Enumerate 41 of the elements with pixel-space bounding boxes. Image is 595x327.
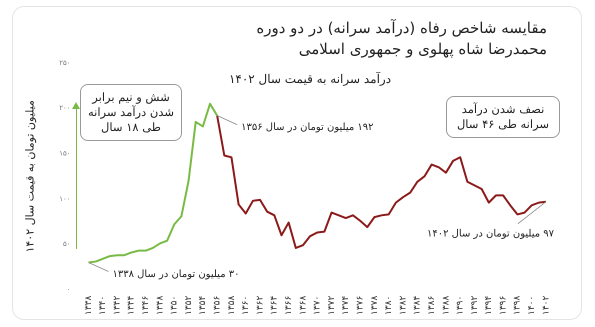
x-tick-label: ۱۳۵۲ xyxy=(184,296,194,316)
annotation: ۱۹۲ میلیون تومان در سال ۱۳۵۶ xyxy=(241,122,374,134)
x-tick-label: ۱۳۶۶ xyxy=(284,296,294,316)
x-tick-label: ۱۴۰۰ xyxy=(527,296,538,316)
x-tick-label: ۱۳۸۲ xyxy=(398,296,408,316)
x-tick-label: ۱۳۳۸ xyxy=(84,296,94,316)
x-tick-label: ۱۳۹۴ xyxy=(484,296,494,316)
x-tick-label: ۱۳۷۸ xyxy=(370,296,380,316)
x-tick-label: ۱۳۴۴ xyxy=(126,296,137,316)
chart-title: مقایسه شاخص رفاه (درآمد سرانه) در دو دوره محمدرضا شاه پهلوی و جمهوری اسلامی xyxy=(255,18,547,60)
x-tick-label: ۱۳۸۸ xyxy=(441,296,452,316)
x-tick-label: ۱۳۵۶ xyxy=(212,296,222,316)
annotation: ۹۷ میلیون تومان در سال ۱۴۰۲ xyxy=(426,228,555,240)
x-tick-label: ۱۳۴۸ xyxy=(155,296,166,316)
x-tick-label: ۱۳۷۰ xyxy=(312,296,323,316)
x-tick-label: ۱۳۹۰ xyxy=(456,296,466,316)
speech-bubble: نصف شدن درآمد سرانه طی ۴۶ سال xyxy=(446,96,560,138)
x-tick-label: ۱۳۵۴ xyxy=(198,296,208,316)
annotation: ۳۰ میلیون تومان در سال ۱۳۳۸ xyxy=(112,269,240,280)
x-tick-label: ۱۳۸۴ xyxy=(412,296,423,316)
x-tick-label: ۱۳۸۰ xyxy=(384,296,394,316)
x-tick-label: ۱۳۴۶ xyxy=(141,296,152,316)
x-tick-label: ۱۳۷۶ xyxy=(355,296,366,316)
x-tick-label: ۱۳۶۴ xyxy=(270,296,280,316)
speech-bubble: شش و نیم برابر شدن درآمد سرانه طی ۱۸ سال xyxy=(80,84,182,141)
x-tick-label: ۱۳۹۶ xyxy=(498,296,508,316)
x-tick-label: ۱۳۶۸ xyxy=(298,296,308,316)
x-tick-label: ۱۳۹۸ xyxy=(512,296,523,316)
x-tick-label: ۱۴۰۲ xyxy=(541,296,552,316)
x-tick-label: ۱۳۴۰ xyxy=(98,296,108,316)
x-tick-label: ۱۳۷۴ xyxy=(341,296,352,316)
x-tick-label: ۱۳۶۲ xyxy=(255,296,266,316)
x-tick-label: ۱۳۹۲ xyxy=(470,296,480,316)
x-tick-label: ۱۳۴۲ xyxy=(112,296,122,316)
x-tick-label: ۱۳۶۰ xyxy=(241,296,252,316)
text: درآمد سرانه به قیمت سال ۱۴۰۲ xyxy=(228,72,392,86)
x-tick-label: ۱۳۵۰ xyxy=(170,296,180,316)
y-axis-title: میلیون تومان به قیمت سال ۱۴۰۲ xyxy=(23,100,36,253)
x-tick-label: ۱۳۷۲ xyxy=(326,296,337,316)
x-tick-label: ۱۳۵۸ xyxy=(226,296,237,316)
x-tick-label: ۱۳۸۶ xyxy=(426,296,437,316)
